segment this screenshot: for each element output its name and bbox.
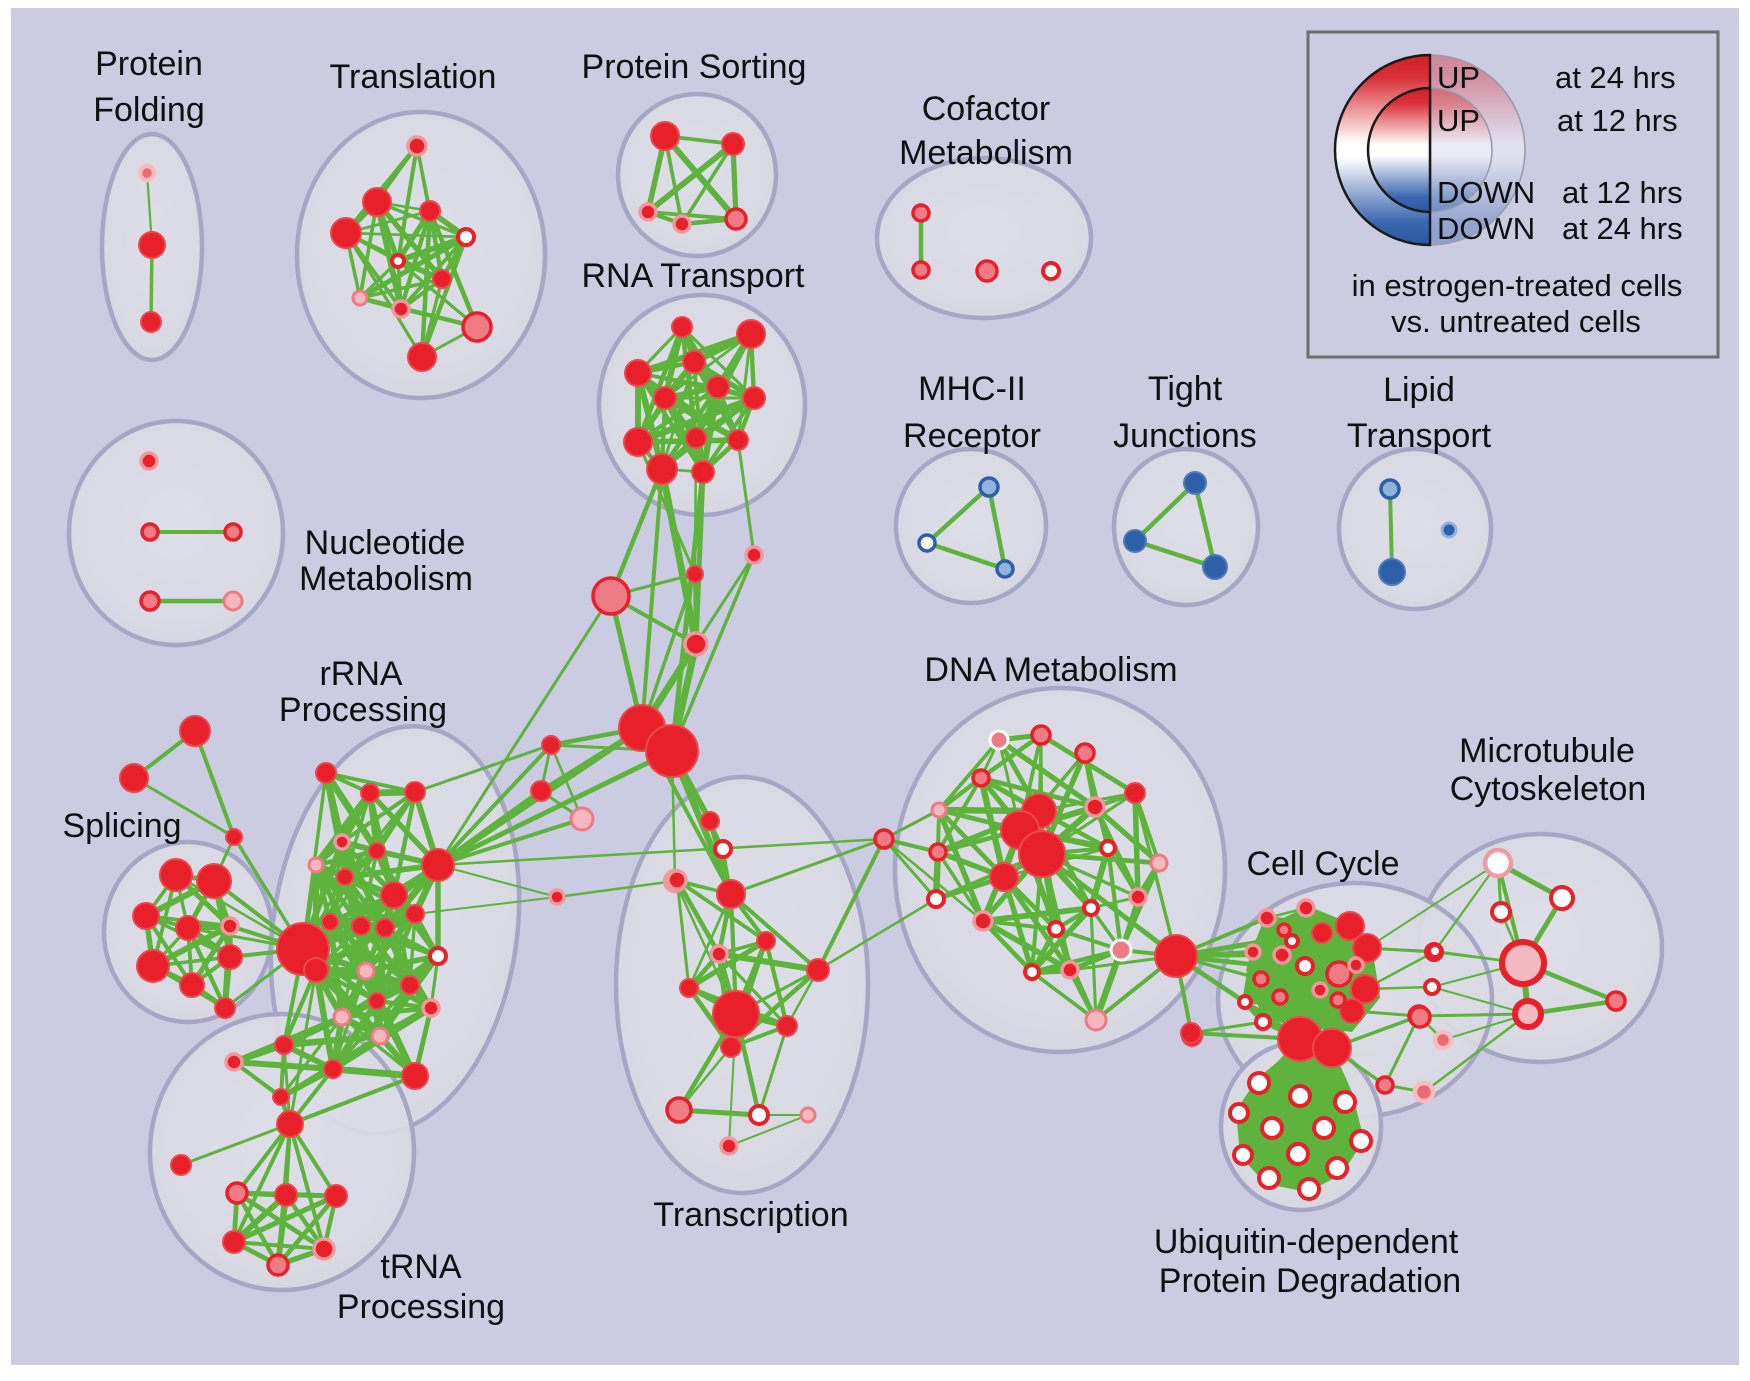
svg-text:at 24 hrs: at 24 hrs (1555, 60, 1676, 95)
svg-text:MHC-II: MHC-II (918, 370, 1026, 408)
svg-text:Transport: Transport (1347, 417, 1492, 455)
svg-text:Lipid: Lipid (1383, 371, 1455, 409)
svg-text:DOWN: DOWN (1437, 175, 1535, 210)
svg-text:Receptor: Receptor (903, 417, 1041, 455)
svg-text:Protein Sorting: Protein Sorting (582, 48, 807, 86)
svg-text:Protein Degradation: Protein Degradation (1159, 1262, 1461, 1300)
svg-text:in estrogen-treated cells: in estrogen-treated cells (1352, 268, 1683, 303)
svg-text:at 12 hrs: at 12 hrs (1557, 103, 1678, 138)
svg-text:Translation: Translation (330, 58, 497, 96)
svg-text:Nucleotide: Nucleotide (305, 524, 466, 562)
svg-text:Metabolism: Metabolism (299, 560, 473, 598)
svg-text:DNA Metabolism: DNA Metabolism (924, 651, 1177, 689)
svg-text:UP: UP (1437, 60, 1480, 95)
svg-text:RNA Transport: RNA Transport (582, 257, 806, 295)
svg-text:Protein: Protein (95, 45, 203, 83)
svg-text:Junctions: Junctions (1113, 417, 1257, 455)
svg-text:Cytoskeleton: Cytoskeleton (1450, 770, 1647, 808)
svg-text:at 24 hrs: at 24 hrs (1562, 211, 1683, 246)
svg-text:DOWN: DOWN (1437, 211, 1535, 246)
svg-text:at 12 hrs: at 12 hrs (1562, 175, 1683, 210)
svg-text:Processing: Processing (337, 1288, 505, 1326)
svg-text:Microtubule: Microtubule (1459, 732, 1635, 770)
svg-text:Transcription: Transcription (653, 1196, 848, 1234)
svg-text:vs. untreated cells: vs. untreated cells (1391, 304, 1641, 339)
svg-text:rRNA: rRNA (319, 655, 402, 693)
svg-text:Processing: Processing (279, 691, 447, 729)
svg-text:Cofactor: Cofactor (922, 90, 1051, 128)
svg-text:Metabolism: Metabolism (899, 134, 1073, 172)
svg-text:Ubiquitin-dependent: Ubiquitin-dependent (1154, 1223, 1459, 1261)
svg-text:Tight: Tight (1148, 370, 1223, 408)
svg-text:Cell Cycle: Cell Cycle (1246, 845, 1399, 883)
svg-text:tRNA: tRNA (380, 1248, 462, 1286)
svg-text:Splicing: Splicing (62, 807, 181, 845)
svg-text:UP: UP (1437, 103, 1480, 138)
svg-text:Folding: Folding (93, 91, 205, 129)
